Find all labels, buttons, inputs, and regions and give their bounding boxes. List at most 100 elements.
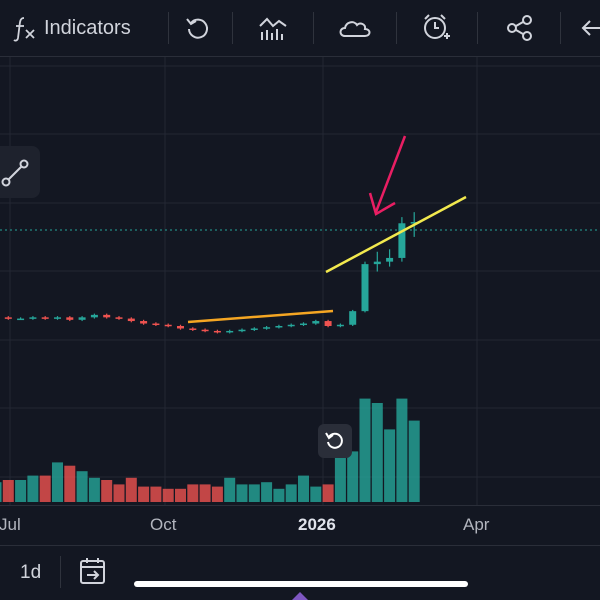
volume-bar — [298, 475, 309, 502]
volume-bar — [236, 484, 248, 502]
bottom-toolbar: 1d — [0, 546, 600, 600]
candle — [263, 326, 271, 330]
home-indicator — [134, 581, 468, 587]
bottom-divider — [0, 545, 600, 546]
volume-bar — [175, 488, 186, 502]
undo-button[interactable] — [180, 10, 216, 46]
top-toolbar: Indicators — [0, 0, 600, 56]
candle — [29, 316, 37, 320]
volume-bar — [150, 486, 162, 502]
candle — [41, 316, 49, 320]
candle — [54, 316, 61, 320]
volume-bar — [52, 462, 63, 502]
expand-handle-icon[interactable] — [290, 590, 310, 600]
candle — [103, 313, 111, 319]
goto-date-icon[interactable] — [78, 556, 108, 586]
volume-bar — [347, 451, 359, 502]
cloud-button[interactable] — [335, 10, 375, 46]
volume-bar — [248, 484, 260, 502]
reset-icon — [325, 432, 343, 449]
volume-bar — [76, 471, 88, 502]
candle — [90, 313, 98, 319]
grid — [0, 57, 600, 505]
candles — [4, 212, 418, 334]
tick-label-oct: Oct — [150, 515, 177, 534]
volume-bar — [285, 484, 297, 502]
tick-label-jul: Jul — [0, 515, 21, 534]
indicators-button[interactable]: Indicators — [10, 10, 160, 46]
drawing-tool-button[interactable] — [0, 146, 40, 198]
volume-bar — [15, 480, 27, 502]
volume-bar — [384, 429, 396, 502]
volume-bars — [0, 398, 420, 502]
candle — [275, 324, 283, 329]
candle — [349, 309, 357, 326]
candle — [78, 316, 86, 322]
reset-chart-button[interactable] — [318, 424, 352, 458]
candle — [213, 329, 221, 334]
alert-clock-icon — [424, 14, 450, 39]
volume-bar — [199, 484, 211, 502]
volume-bar — [88, 477, 100, 502]
back-button[interactable] — [578, 10, 600, 46]
trendline-yellow[interactable] — [325, 195, 467, 274]
candle — [238, 328, 246, 333]
axis-divider — [0, 505, 600, 506]
trendline-tool-icon — [1, 159, 29, 187]
candle — [336, 323, 344, 328]
volume-bar — [371, 403, 383, 502]
chart-type-icon — [259, 17, 287, 40]
candle — [312, 319, 320, 325]
candle — [373, 251, 381, 272]
candle — [17, 317, 25, 321]
volume-bar — [162, 488, 174, 502]
volume-bar — [0, 482, 2, 502]
candle — [201, 328, 209, 333]
candle — [115, 316, 123, 320]
cloud-icon — [339, 21, 371, 37]
chart-type-button[interactable] — [254, 10, 292, 46]
candle — [287, 323, 295, 328]
tick-label-apr: Apr — [463, 515, 490, 534]
candle — [386, 249, 394, 267]
toolbar-divider — [0, 56, 600, 57]
tick-label-2026: 2026 — [298, 515, 336, 534]
share-button[interactable] — [503, 10, 537, 46]
annotation-arrow[interactable] — [368, 135, 407, 216]
volume-bar — [273, 488, 285, 502]
candle — [324, 319, 332, 328]
volume-bar — [310, 486, 322, 502]
function-icon — [13, 17, 35, 42]
indicators-label: Indicators — [44, 16, 131, 39]
volume-bar — [101, 480, 113, 502]
volume-bar — [224, 477, 236, 502]
candle — [140, 319, 148, 325]
volume-bar — [2, 480, 14, 502]
candle — [398, 217, 406, 262]
alert-button[interactable] — [418, 10, 454, 46]
candle — [177, 324, 184, 330]
share-icon — [507, 15, 532, 41]
candle — [300, 322, 307, 326]
back-arrow-icon — [581, 20, 600, 36]
candle — [250, 327, 258, 331]
candle — [4, 316, 12, 320]
trendline-orange[interactable] — [187, 309, 334, 324]
candle — [226, 329, 234, 334]
volume-bar — [125, 477, 137, 502]
volume-bar — [187, 484, 199, 502]
candle — [189, 327, 197, 331]
candle — [361, 261, 369, 313]
interval-button[interactable]: 1d — [20, 562, 42, 583]
candle — [164, 323, 172, 328]
candle — [152, 322, 160, 326]
volume-bar — [261, 482, 273, 502]
volume-bar — [396, 398, 408, 502]
volume-bar — [113, 484, 125, 502]
volume-bar — [408, 420, 420, 502]
candle — [127, 317, 135, 323]
volume-bar — [138, 486, 150, 502]
price-chart[interactable] — [0, 57, 600, 545]
candle — [66, 316, 74, 322]
volume-bar — [211, 486, 223, 502]
